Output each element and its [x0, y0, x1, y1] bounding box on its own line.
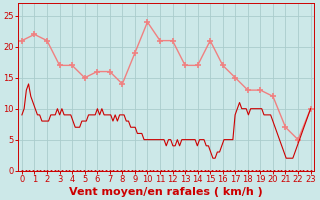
X-axis label: Vent moyen/en rafales ( km/h ): Vent moyen/en rafales ( km/h ): [69, 187, 263, 197]
